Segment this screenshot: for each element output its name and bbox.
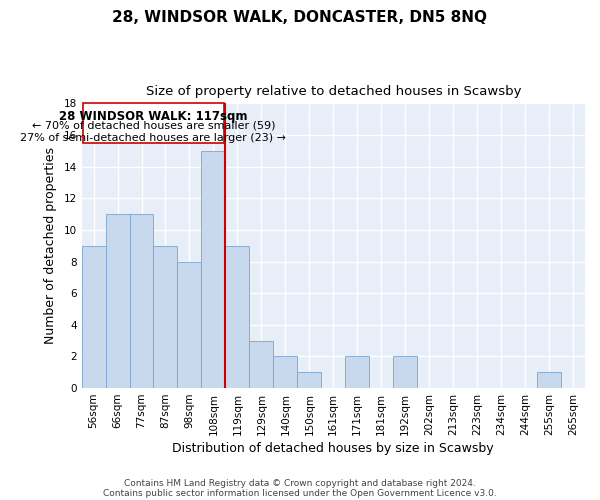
Text: Contains HM Land Registry data © Crown copyright and database right 2024.: Contains HM Land Registry data © Crown c…: [124, 478, 476, 488]
Bar: [274, 356, 298, 388]
Bar: [537, 372, 561, 388]
Text: 28 WINDSOR WALK: 117sqm: 28 WINDSOR WALK: 117sqm: [59, 110, 248, 122]
Y-axis label: Number of detached properties: Number of detached properties: [44, 147, 56, 344]
Title: Size of property relative to detached houses in Scawsby: Size of property relative to detached ho…: [146, 85, 521, 98]
Bar: [202, 151, 226, 388]
Bar: [298, 372, 321, 388]
Text: 28, WINDSOR WALK, DONCASTER, DN5 8NQ: 28, WINDSOR WALK, DONCASTER, DN5 8NQ: [113, 10, 487, 25]
Bar: [178, 262, 202, 388]
X-axis label: Distribution of detached houses by size in Scawsby: Distribution of detached houses by size …: [172, 442, 494, 455]
Text: 27% of semi-detached houses are larger (23) →: 27% of semi-detached houses are larger (…: [20, 132, 286, 142]
Text: Contains public sector information licensed under the Open Government Licence v3: Contains public sector information licen…: [103, 488, 497, 498]
Bar: [226, 246, 250, 388]
Bar: [130, 214, 154, 388]
Bar: [393, 356, 417, 388]
Bar: [154, 246, 178, 388]
Bar: [106, 214, 130, 388]
Text: ← 70% of detached houses are smaller (59): ← 70% of detached houses are smaller (59…: [32, 120, 275, 130]
Bar: [345, 356, 369, 388]
Bar: [82, 246, 106, 388]
Bar: [250, 340, 274, 388]
Bar: [83, 104, 224, 143]
